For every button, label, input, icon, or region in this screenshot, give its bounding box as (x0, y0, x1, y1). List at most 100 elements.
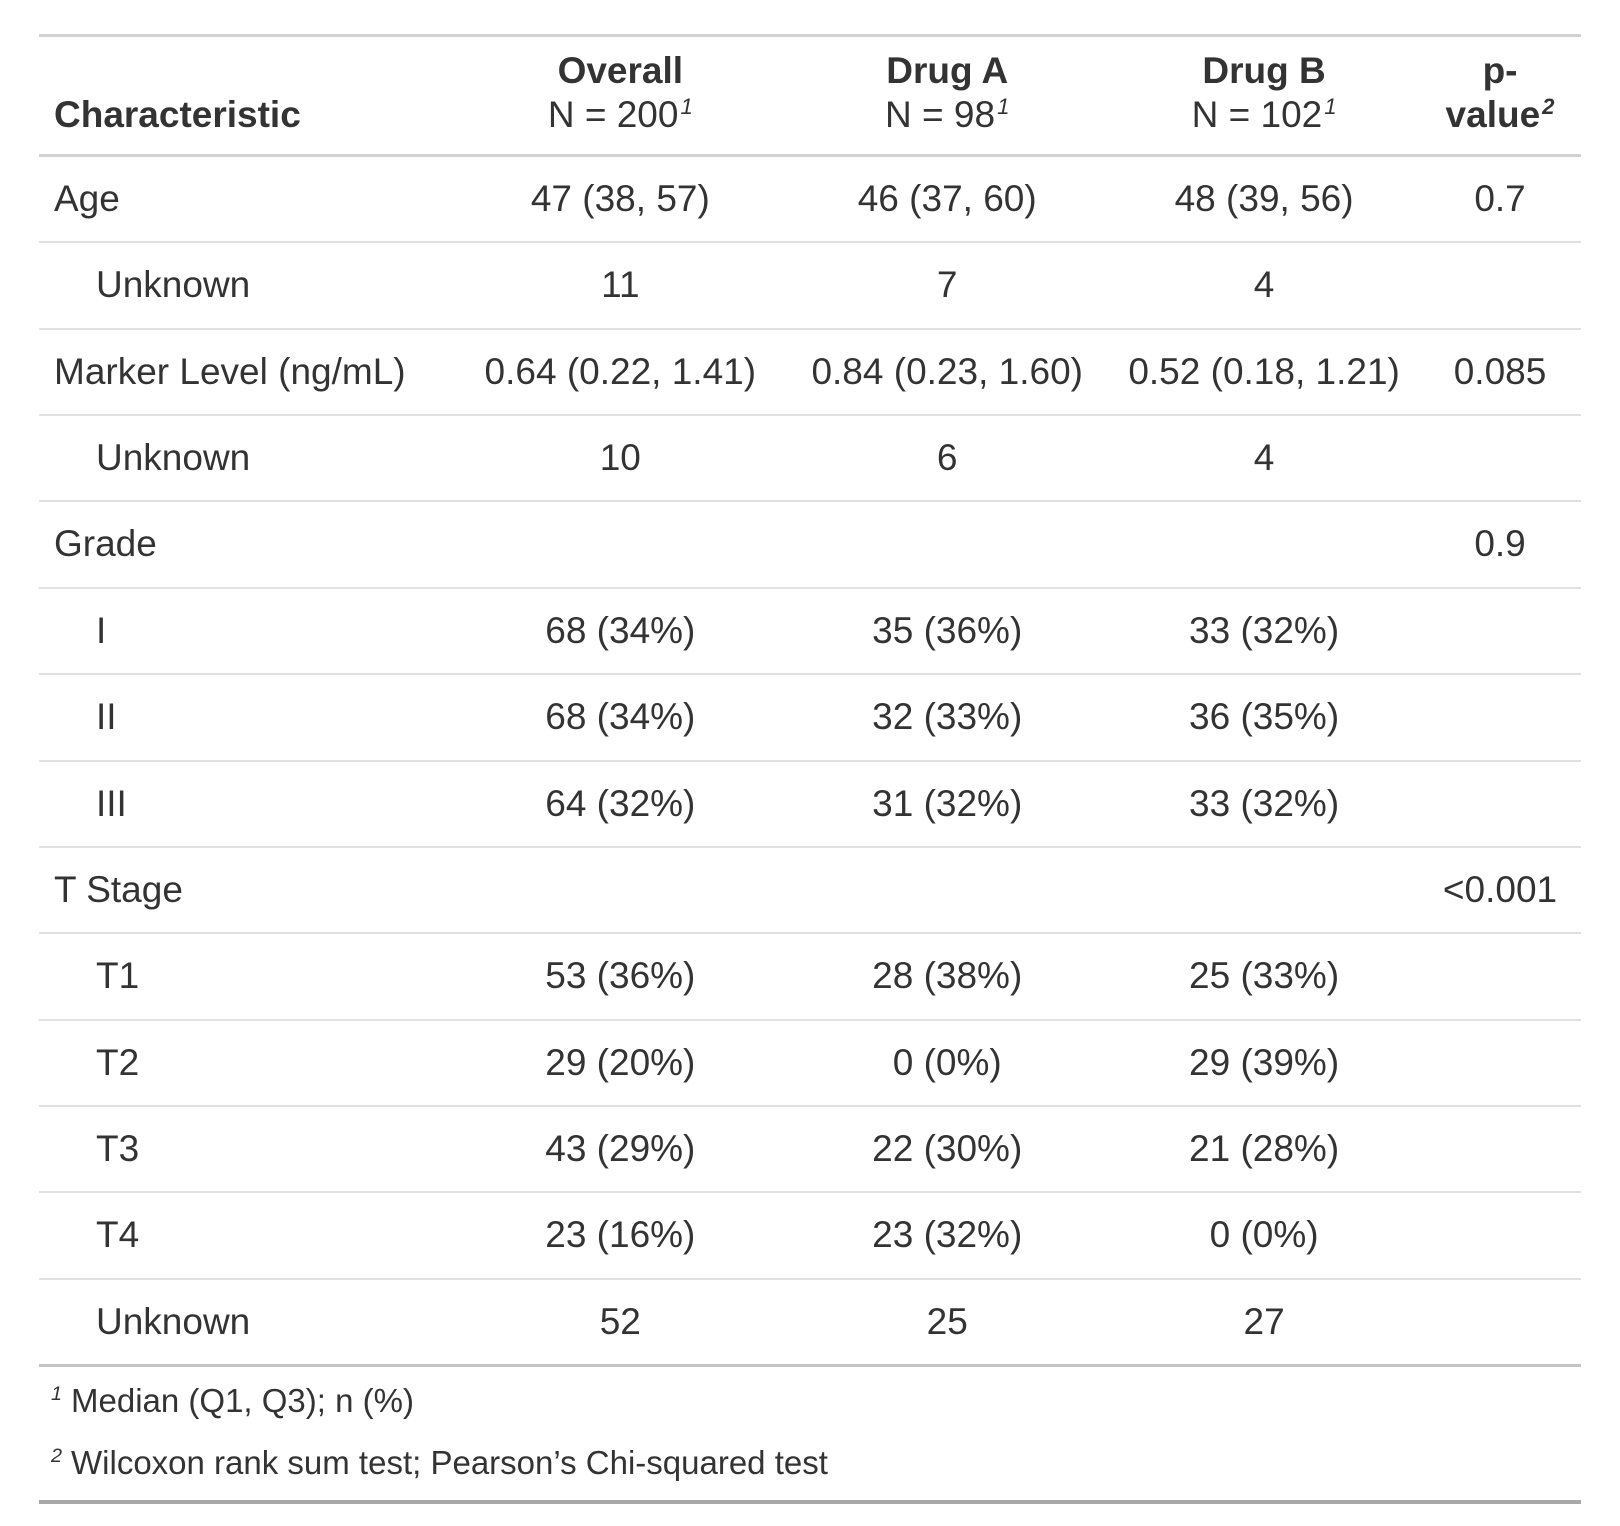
footnote-mark: 2 (51, 1444, 63, 1467)
footnote-text: Wilcoxon rank sum test; Pearson’s Chi-sq… (71, 1443, 828, 1481)
cell-p-value: 0.9 (1419, 501, 1581, 589)
footnote-mark: 2 (1542, 94, 1555, 120)
cell-p-value (1419, 1106, 1581, 1194)
cell-drug-b: 27 (1243, 1300, 1285, 1342)
column-n: N = 2001 (467, 93, 773, 137)
cell-drug-a: 46 (37, 60) (785, 155, 1110, 244)
row-label: III (39, 760, 456, 848)
cell-p-value (1419, 242, 1581, 330)
cell-drug-b: 36 (35%) (1109, 674, 1420, 762)
column-n-text: N = 98 (885, 94, 996, 136)
cell-drug-a: 32 (33%) (785, 674, 1110, 762)
cell-p-value (1419, 587, 1581, 676)
row-label: Marker Level (ng/mL) (39, 328, 456, 416)
cell-drug-a: 25 (926, 1300, 968, 1342)
table-row-grade-1: I 68 (34%) 35 (36%) 33 (32%) (39, 587, 1581, 676)
cell-drug-b: 33 (32%) (1109, 587, 1420, 676)
footnote-row: 1 Median (Q1, Q3); n (%) (39, 1364, 1581, 1429)
cell-drug-a: 0 (0%) (785, 1019, 1110, 1108)
column-header-characteristic: Characteristic (39, 34, 456, 157)
cell-overall: 68 (34%) (455, 587, 786, 676)
table-row-grade: Grade 0.9 (39, 501, 1581, 589)
footnote-mark: 1 (997, 94, 1010, 120)
cell-drug-a: 7 (785, 242, 1110, 330)
cell-overall: 52 (599, 1300, 641, 1342)
cell-drug-b: 48 (39, 56) (1109, 155, 1420, 244)
row-label: T4 (39, 1192, 456, 1280)
table-footnotes: 1 Median (Q1, Q3); n (%) 2 Wilcoxon rank s… (39, 1364, 1581, 1505)
table-row-t3: T3 43 (29%) 22 (30%) 21 (28%) (39, 1106, 1581, 1194)
cell-p-value: <0.001 (1419, 846, 1581, 935)
cell-p-value (1419, 414, 1581, 503)
row-label: Unknown (39, 414, 456, 503)
table-row-age-unknown: Unknown 11 7 4 (39, 242, 1581, 330)
cell-overall: 64 (32%) (455, 760, 786, 848)
row-label: T3 (39, 1106, 456, 1194)
column-header-p-value: p-value2 (1419, 34, 1581, 157)
table-row-marker-level: Marker Level (ng/mL) 0.64 (0.22, 1.41) 0… (39, 328, 1581, 416)
cell-drug-a: 31 (32%) (785, 760, 1110, 848)
row-label: T Stage (39, 846, 456, 935)
row-label: I (39, 587, 456, 676)
table-row-grade-2: II 68 (34%) 32 (33%) 36 (35%) (39, 674, 1581, 762)
footnote-2: 2 Wilcoxon rank sum test; Pearson’s Chi-s… (39, 1428, 1581, 1505)
footnote-mark: 1 (680, 94, 693, 120)
cell-p-value: 0.085 (1419, 328, 1581, 416)
column-title: Overall (557, 50, 684, 91)
column-n: N = 1021 (1121, 93, 1407, 137)
cell-drug-b: 25 (33%) (1109, 933, 1420, 1021)
cell-p-value (1419, 1019, 1581, 1108)
cell-drug-b: 0 (0%) (1109, 1192, 1420, 1280)
footnote-text: Median (Q1, Q3); n (%) (71, 1382, 414, 1420)
cell-p-value (1419, 1279, 1581, 1366)
cell-drug-b (1109, 846, 1420, 935)
cell-drug-a (785, 846, 1110, 935)
cell-drug-a: 28 (38%) (785, 933, 1110, 1021)
cell-drug-b: 33 (32%) (1109, 760, 1420, 848)
footnote-row: 2 Wilcoxon rank sum test; Pearson’s Chi-s… (39, 1428, 1581, 1505)
cell-drug-a (785, 501, 1110, 589)
table-row-t4: T4 23 (16%) 23 (32%) 0 (0%) (39, 1192, 1581, 1280)
cell-overall: 11 (455, 242, 786, 330)
column-header-drug-a: Drug A N = 981 (785, 34, 1110, 157)
cell-drug-a: 35 (36%) (785, 587, 1110, 676)
table-header: Characteristic Overall N = 2001 Drug A N… (39, 34, 1581, 157)
table-row-t-stage-unknown: Unknown 52 25 27 (39, 1279, 1581, 1366)
column-title: Characteristic (54, 94, 301, 136)
cell-drug-b: 29 (39%) (1109, 1019, 1420, 1108)
footnote-1: 1 Median (Q1, Q3); n (%) (39, 1364, 1581, 1429)
table-row-marker-unknown: Unknown 10 6 4 (39, 414, 1581, 503)
row-label: II (39, 674, 456, 762)
cell-p-value (1419, 933, 1581, 1021)
cell-overall: 10 (455, 414, 786, 503)
column-title: Drug A (886, 50, 1009, 91)
cell-p-value (1419, 1192, 1581, 1280)
cell-drug-b (1109, 501, 1420, 589)
column-n-text: N = 102 (1191, 94, 1323, 136)
cell-overall: 23 (16%) (455, 1192, 786, 1280)
header-row: Characteristic Overall N = 2001 Drug A N… (39, 34, 1581, 157)
cell-drug-a: 0.84 (0.23, 1.60) (785, 328, 1110, 416)
cell-p-value (1419, 674, 1581, 762)
row-label: Age (39, 155, 456, 244)
cell-overall: 53 (36%) (455, 933, 786, 1021)
column-title: Drug B (1202, 50, 1326, 91)
column-header-overall: Overall N = 2001 (455, 34, 786, 157)
column-header-drug-b: Drug B N = 1021 (1109, 34, 1420, 157)
table-row-t2: T2 29 (20%) 0 (0%) 29 (39%) (39, 1019, 1581, 1108)
cell-drug-b: 4 (1109, 414, 1420, 503)
row-label: T2 (39, 1019, 456, 1108)
cell-p-value: 0.7 (1419, 155, 1581, 244)
column-n: N = 981 (797, 93, 1097, 137)
table-row-t1: T1 53 (36%) 28 (38%) 25 (33%) (39, 933, 1581, 1021)
cell-overall (455, 501, 786, 589)
cell-drug-a: 23 (32%) (785, 1192, 1110, 1280)
cell-overall: 0.64 (0.22, 1.41) (455, 328, 786, 416)
cell-drug-b: 4 (1109, 242, 1420, 330)
column-n-text: N = 200 (547, 94, 679, 136)
cell-overall: 29 (20%) (455, 1019, 786, 1108)
row-label: T1 (39, 933, 456, 1021)
table-row-grade-3: III 64 (32%) 31 (32%) 33 (32%) (39, 760, 1581, 848)
cell-drug-a: 22 (30%) (785, 1106, 1110, 1194)
column-title: p-value (1445, 50, 1541, 136)
